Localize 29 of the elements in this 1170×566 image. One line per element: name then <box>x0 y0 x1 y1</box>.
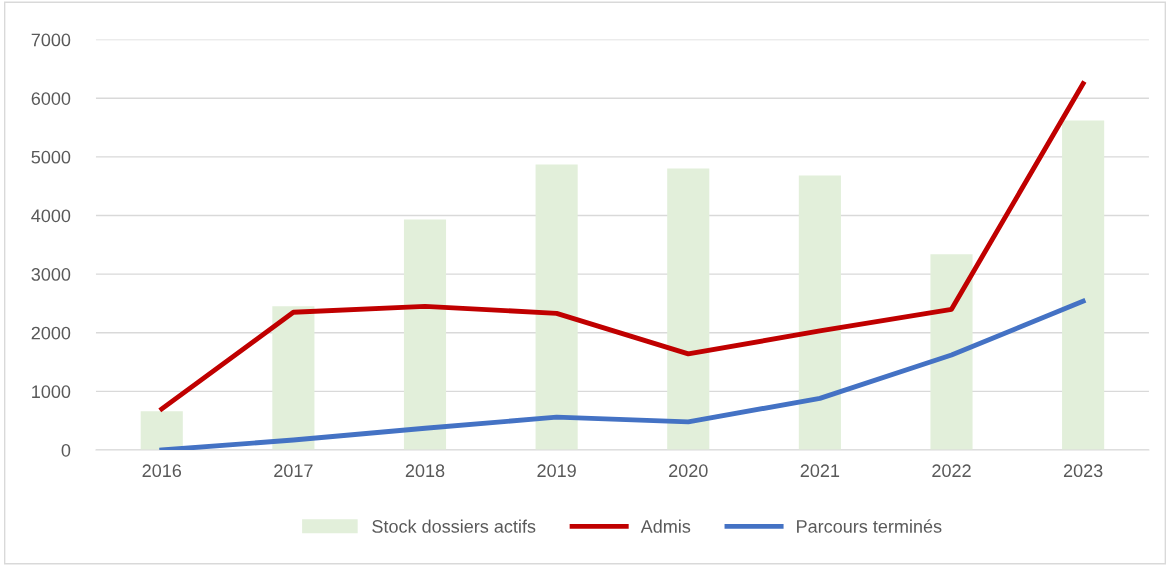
x-tick-label: 2016 <box>142 464 182 478</box>
bar <box>930 254 973 450</box>
line-series <box>159 81 1086 412</box>
x-tick-label: 2018 <box>405 464 445 478</box>
bar <box>798 175 841 450</box>
x-tick-label: 2022 <box>932 464 971 478</box>
y-tick-label: 6000 <box>31 92 71 105</box>
y-tick-label: 7000 <box>31 33 71 47</box>
x-tick-label: 2017 <box>274 464 313 478</box>
y-tick-label: 4000 <box>31 209 71 223</box>
bar <box>667 168 710 450</box>
legend-label: Parcours terminés <box>797 519 942 533</box>
bar <box>403 219 447 450</box>
line-series <box>159 298 1086 450</box>
y-tick-label: 0 <box>61 443 71 457</box>
bar <box>1062 120 1105 450</box>
bar <box>535 164 578 450</box>
x-tick-label: 2019 <box>537 464 576 478</box>
legend-label: Stock dossiers actifs <box>372 519 536 533</box>
bar <box>272 306 315 450</box>
y-tick-label: 1000 <box>32 385 71 399</box>
x-tick-label: 2023 <box>1063 464 1103 478</box>
x-tick-label: 2021 <box>800 464 840 478</box>
y-tick-label: 5000 <box>31 150 71 164</box>
x-tick-label: 2020 <box>669 464 708 478</box>
y-tick-label: 3000 <box>31 268 71 281</box>
legend-label: Admis <box>640 519 691 533</box>
y-tick-label: 2000 <box>31 326 71 340</box>
bar <box>140 411 183 450</box>
